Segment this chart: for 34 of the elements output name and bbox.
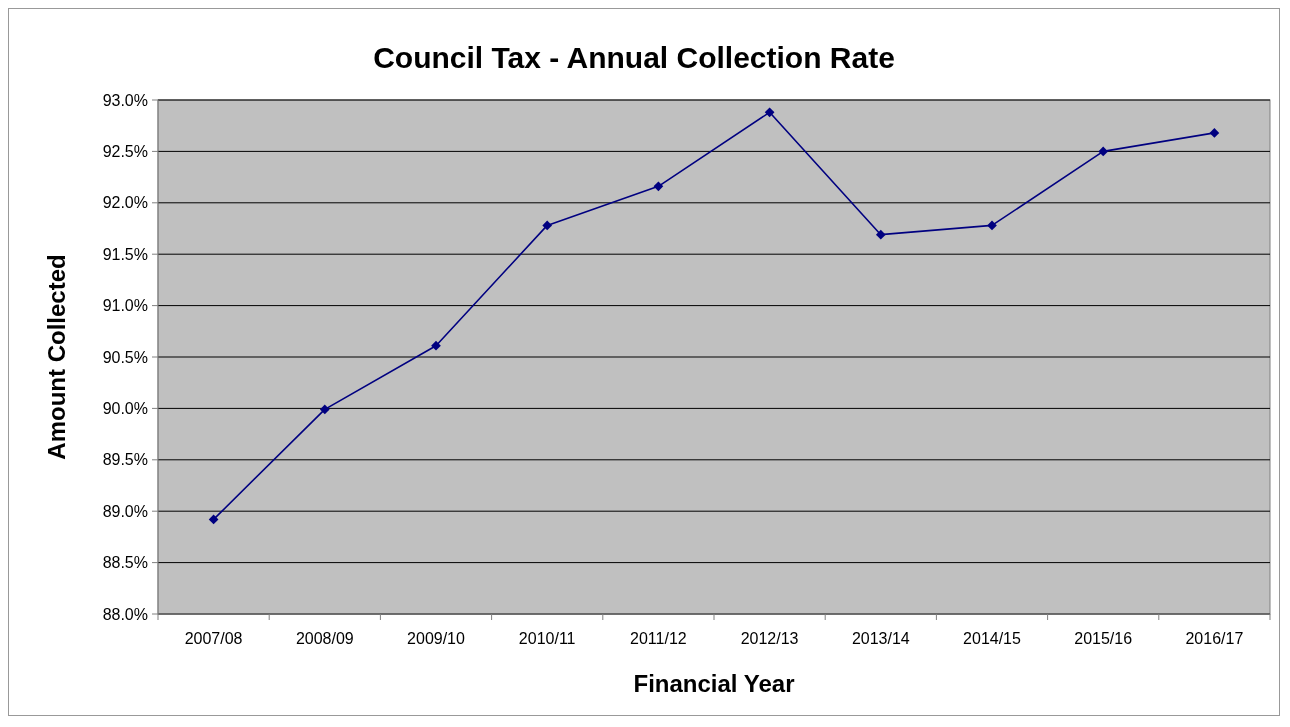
- x-tick-label: 2010/11: [518, 630, 576, 647]
- y-tick-label: 91.5%: [102, 245, 148, 263]
- point: [1098, 146, 1109, 157]
- point: [987, 220, 997, 231]
- point: [542, 220, 553, 231]
- point: [431, 340, 441, 351]
- y-tick-label: 88.5%: [102, 554, 148, 572]
- x-tick-label: 2008/09: [295, 630, 354, 647]
- point: [1209, 128, 1220, 138]
- y-tick-label: 90.0%: [102, 400, 148, 417]
- x-tick-label: 2011/12: [630, 630, 687, 647]
- x-tick-label: 2015/16: [1074, 630, 1133, 647]
- y-axis-title: Amount Collected: [43, 254, 70, 460]
- x-tick-label: 2009/10: [407, 630, 466, 647]
- y-tick-label: 93.0%: [102, 91, 148, 109]
- y-tick-label: 92.5%: [102, 143, 148, 160]
- y-tick-label: 90.5%: [102, 348, 148, 366]
- y-tick-label: 92.0%: [102, 194, 148, 212]
- y-tick-label: 91.0%: [102, 297, 148, 315]
- x-tick-label: 2007/08: [184, 630, 243, 647]
- x-axis-title: Financial Year: [633, 670, 795, 697]
- x-tick-label: 2012/13: [740, 630, 799, 647]
- point: [875, 229, 886, 240]
- chart-title: Council Tax - Annual Collection Rate: [373, 41, 895, 74]
- point: [208, 514, 219, 525]
- point: [653, 181, 664, 192]
- x-tick-label: 2013/14: [851, 630, 910, 647]
- point: [764, 107, 775, 118]
- point: [319, 404, 330, 415]
- y-tick-label: 89.5%: [102, 451, 148, 469]
- x-tick-label: 2014/15: [963, 630, 1022, 647]
- x-tick-label: 2016/17: [1185, 630, 1244, 647]
- y-tick-label: 89.0%: [102, 502, 148, 520]
- y-tick-label: 88.0%: [102, 605, 148, 623]
